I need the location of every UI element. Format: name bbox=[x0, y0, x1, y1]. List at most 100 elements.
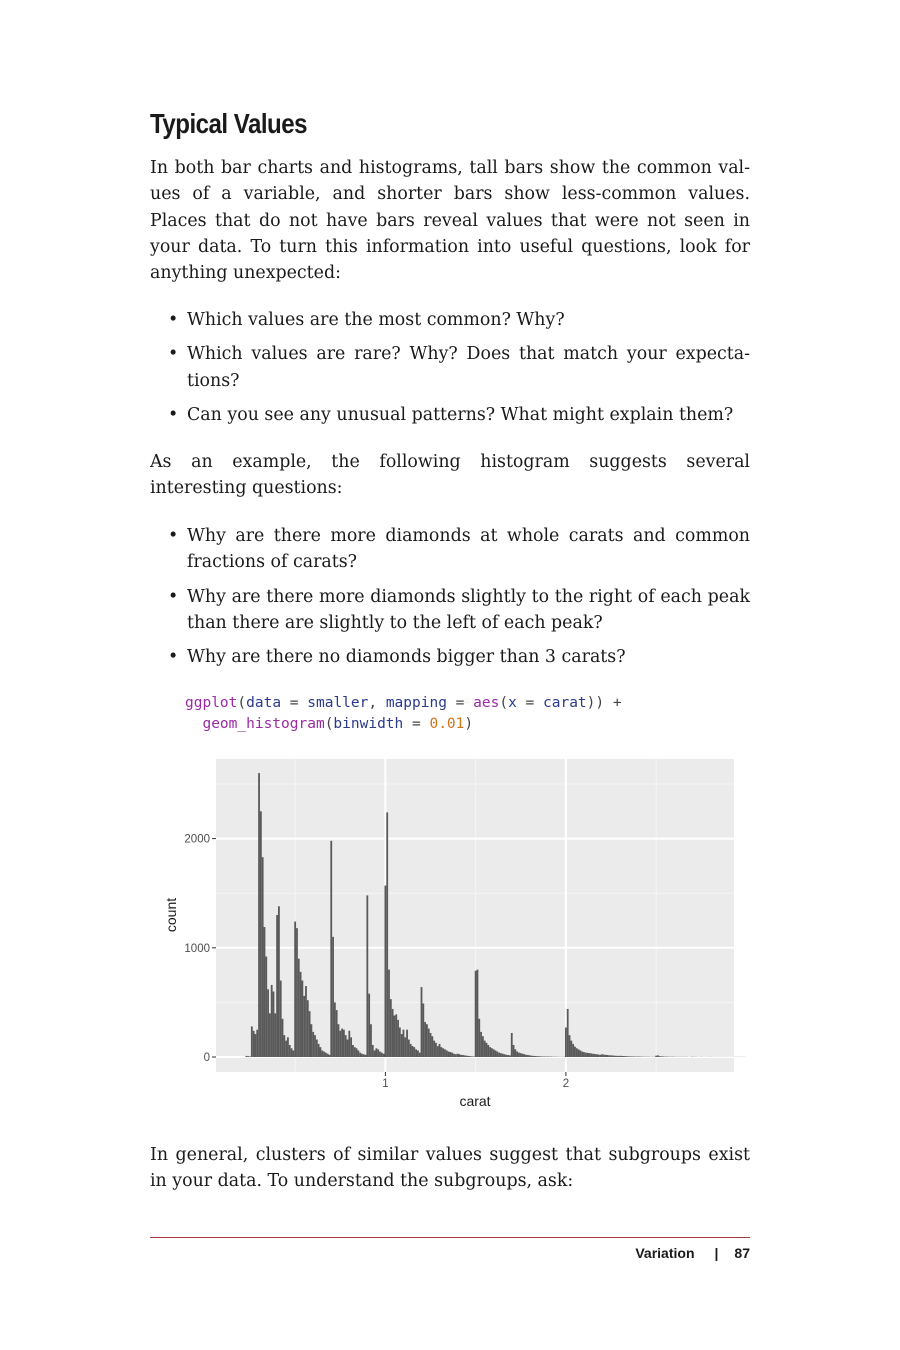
histogram-bar bbox=[489, 1047, 491, 1057]
histogram-bar bbox=[601, 1054, 603, 1057]
x-axis-label: carat bbox=[459, 1093, 490, 1109]
histogram-bar bbox=[456, 1053, 459, 1057]
histogram-bar bbox=[350, 1037, 353, 1057]
histogram-bar bbox=[629, 1056, 632, 1057]
histogram-bar bbox=[256, 1029, 259, 1057]
histogram-bar bbox=[478, 1018, 481, 1057]
histogram-bar bbox=[525, 1054, 528, 1057]
histogram-bar bbox=[391, 1008, 394, 1057]
code-token: x bbox=[508, 695, 517, 711]
histogram-bar bbox=[397, 1019, 399, 1057]
histogram-bar bbox=[386, 812, 389, 1057]
code-token: 0.01 bbox=[429, 716, 465, 732]
histogram-bar bbox=[404, 1037, 407, 1057]
histogram-bar bbox=[530, 1055, 533, 1057]
histogram-bar bbox=[483, 1040, 486, 1057]
histogram-bar bbox=[662, 1056, 665, 1057]
histogram-bar bbox=[453, 1053, 455, 1057]
histogram-bar bbox=[258, 773, 260, 1057]
histogram-bar bbox=[628, 1056, 630, 1057]
histogram-bar bbox=[445, 1050, 448, 1057]
histogram-bar bbox=[518, 1052, 520, 1057]
list-item: Can you see any unusual patterns? What m… bbox=[168, 402, 750, 429]
histogram-bar bbox=[536, 1056, 538, 1057]
histogram-bar bbox=[296, 928, 298, 1057]
histogram-bar bbox=[572, 1043, 575, 1057]
questions-list-2: Why are there more diamonds at whole car… bbox=[168, 523, 750, 671]
code-token: carat bbox=[543, 695, 587, 711]
histogram-bar bbox=[496, 1051, 499, 1057]
histogram-bar bbox=[341, 1028, 343, 1057]
histogram-bar bbox=[613, 1055, 616, 1057]
histogram-bar bbox=[534, 1056, 537, 1057]
histogram-bar bbox=[442, 1048, 445, 1057]
histogram-bar bbox=[581, 1051, 584, 1057]
list-item: Which values are rare? Why? Does that ma… bbox=[168, 341, 750, 394]
histogram-bar bbox=[328, 1054, 331, 1057]
code-block: ggplot(data = smaller, mapping = aes(x =… bbox=[185, 693, 622, 735]
histogram-bar bbox=[395, 1014, 398, 1057]
histogram-bar bbox=[319, 1047, 322, 1057]
histogram-bar bbox=[472, 1056, 475, 1057]
histogram-bar bbox=[498, 1052, 501, 1057]
histogram-bar bbox=[278, 906, 280, 1057]
code-token: ) bbox=[464, 716, 474, 732]
histogram-bar bbox=[532, 1055, 535, 1057]
paragraph-intro: In both bar charts and histograms, tall … bbox=[150, 158, 750, 284]
histogram-bar bbox=[254, 1034, 257, 1057]
histogram-bar bbox=[519, 1053, 522, 1057]
histogram-bar bbox=[249, 1056, 251, 1057]
y-axis-label: count bbox=[163, 898, 179, 932]
histogram-bar bbox=[424, 1022, 427, 1057]
histogram-bar bbox=[564, 1027, 567, 1057]
histogram-bar bbox=[658, 1056, 661, 1057]
histogram-bar bbox=[512, 1044, 515, 1057]
x-tick-label: 1 bbox=[382, 1078, 388, 1090]
histogram-bar bbox=[321, 1050, 324, 1057]
histogram-bar bbox=[592, 1053, 594, 1057]
histogram-bar bbox=[595, 1054, 598, 1057]
list-item: Why are there no diamonds bigger than 3 … bbox=[168, 644, 750, 671]
list-item: Why are there more diamonds at whole car… bbox=[168, 523, 750, 576]
questions-list-1: Which values are the most common? Why? W… bbox=[168, 307, 750, 428]
code-token: = bbox=[281, 695, 308, 711]
histogram-bar bbox=[290, 1048, 293, 1057]
histogram-bar bbox=[411, 1046, 414, 1057]
histogram-bar bbox=[335, 1010, 338, 1057]
y-tick-label: 2000 bbox=[184, 834, 210, 846]
code-token: = bbox=[516, 695, 544, 711]
histogram-bar bbox=[406, 1029, 408, 1057]
code-token: smaller bbox=[307, 695, 369, 711]
footer-section: Variation bbox=[635, 1245, 695, 1261]
histogram-bar bbox=[465, 1055, 468, 1057]
histogram-bar bbox=[301, 980, 304, 1057]
histogram-bar bbox=[274, 1013, 277, 1057]
histogram-bar bbox=[379, 1051, 381, 1057]
histogram-bar bbox=[263, 927, 266, 1057]
histogram-bar bbox=[375, 1048, 378, 1057]
histogram-bar bbox=[382, 1053, 385, 1057]
code-token: ( bbox=[324, 716, 334, 732]
histogram-bar bbox=[575, 1048, 578, 1057]
histogram-bar bbox=[626, 1056, 629, 1057]
histogram-bar bbox=[359, 1052, 362, 1057]
carat-histogram: 0 1000 2000 1 2 carat count bbox=[163, 759, 746, 1109]
histogram-bar bbox=[539, 1056, 542, 1057]
histogram-bar bbox=[276, 915, 279, 1057]
histogram-bar bbox=[527, 1055, 529, 1057]
histogram-bar bbox=[393, 1015, 396, 1057]
histogram-bar bbox=[371, 1044, 374, 1057]
histogram-bar bbox=[377, 1049, 380, 1057]
histogram-bar bbox=[297, 958, 300, 1057]
histogram-bar bbox=[409, 1043, 412, 1057]
histogram-bar bbox=[593, 1053, 596, 1057]
histogram-bar bbox=[339, 1030, 342, 1057]
code-token: mapping bbox=[385, 695, 447, 711]
page-number: 87 bbox=[734, 1245, 750, 1261]
histogram-bar bbox=[312, 1031, 315, 1057]
histogram-bar bbox=[373, 1050, 376, 1057]
histogram-bar bbox=[287, 1037, 289, 1057]
histogram-bar bbox=[308, 1011, 311, 1057]
histogram-bar bbox=[570, 1040, 573, 1057]
histogram-bar bbox=[279, 980, 282, 1057]
